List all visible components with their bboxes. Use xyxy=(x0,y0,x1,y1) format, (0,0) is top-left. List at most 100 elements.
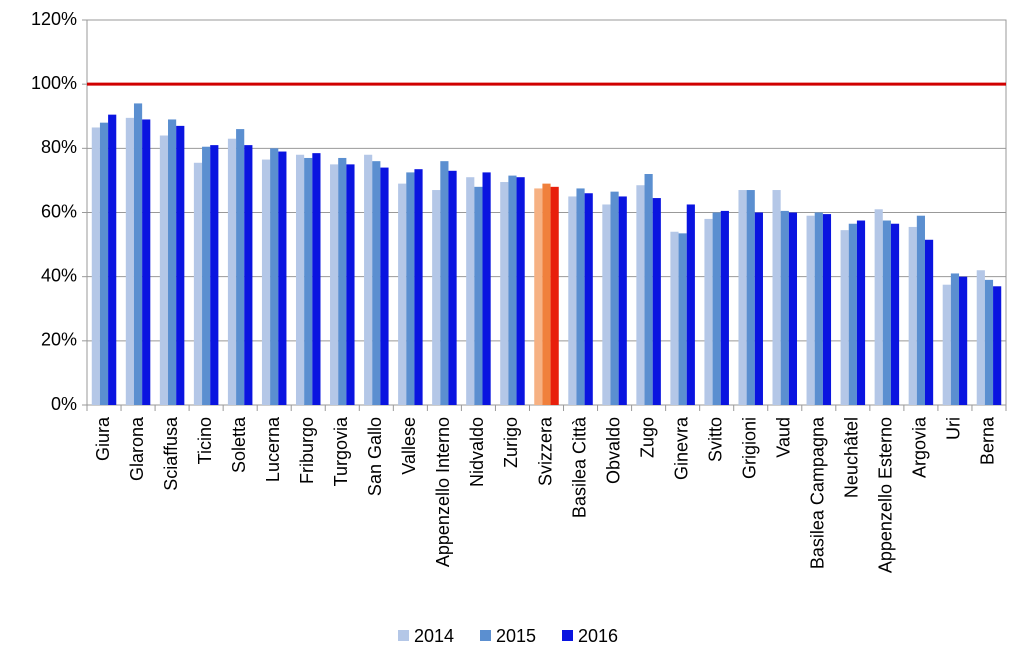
bar xyxy=(414,169,423,405)
bar xyxy=(244,145,253,405)
bar xyxy=(984,279,994,405)
x-tick-label: Soletta xyxy=(229,416,249,473)
bar xyxy=(959,276,968,405)
y-tick-label: 20% xyxy=(41,330,77,350)
bar xyxy=(822,214,832,405)
x-tick-label: Basilea Città xyxy=(569,416,589,518)
x-tick-label: Sciaffusa xyxy=(161,416,181,491)
bar xyxy=(704,218,713,405)
legend-swatch xyxy=(480,630,491,641)
bar xyxy=(125,117,134,406)
bar xyxy=(176,125,185,405)
bar xyxy=(159,135,169,405)
x-tick-label: Vallese xyxy=(399,417,419,475)
bar xyxy=(754,212,763,405)
bar xyxy=(210,145,219,405)
bar xyxy=(848,223,857,405)
bar xyxy=(712,212,721,405)
bar xyxy=(806,215,815,405)
bar xyxy=(193,162,203,405)
y-tick-label: 40% xyxy=(41,265,77,285)
bar xyxy=(380,167,389,405)
legend-label: 2014 xyxy=(414,626,454,646)
bar xyxy=(364,154,373,405)
bar xyxy=(746,190,755,405)
y-tick-label: 80% xyxy=(41,137,77,157)
bar xyxy=(304,157,313,405)
x-tick-label: Grigioni xyxy=(739,417,759,479)
bar xyxy=(856,220,866,405)
bar xyxy=(618,196,627,405)
x-tick-label: Ginevra xyxy=(671,416,691,480)
bar xyxy=(993,286,1002,405)
x-tick-label: Glarona xyxy=(127,416,147,481)
x-tick-label: Lucerna xyxy=(263,416,283,482)
bar xyxy=(636,185,645,405)
legend-label: 2015 xyxy=(496,626,536,646)
x-tick-label: Zurigo xyxy=(501,417,521,468)
bar xyxy=(720,210,729,405)
x-tick-label: Ticino xyxy=(195,417,215,464)
bar xyxy=(312,153,321,405)
bar xyxy=(644,174,653,405)
bar xyxy=(738,190,747,405)
legend-swatch xyxy=(398,630,409,641)
bar xyxy=(916,215,925,405)
bar xyxy=(202,146,211,405)
bar xyxy=(780,210,789,405)
bar xyxy=(338,157,347,405)
x-tick-label: Nidvaldo xyxy=(467,417,487,487)
x-tick-label: Giura xyxy=(93,416,113,461)
y-tick-label: 100% xyxy=(31,73,77,93)
x-tick-label: Vaud xyxy=(774,417,794,458)
bar xyxy=(278,151,287,405)
bar xyxy=(814,212,823,405)
x-tick-label: Argovia xyxy=(910,416,930,478)
bar xyxy=(432,190,441,405)
bar xyxy=(346,164,355,405)
x-tick-label: Zugo xyxy=(637,417,657,458)
bar xyxy=(874,209,883,405)
bar xyxy=(330,164,339,405)
bar xyxy=(466,177,475,405)
bar xyxy=(500,182,509,405)
x-tick-label: Uri xyxy=(944,417,964,440)
bar xyxy=(482,172,491,405)
x-tick-label: Basilea Campagna xyxy=(808,416,828,569)
bar xyxy=(448,170,457,405)
x-tick-label: Svitto xyxy=(705,417,725,462)
bar xyxy=(550,186,559,405)
bar xyxy=(602,204,611,405)
y-tick-label: 120% xyxy=(31,9,77,29)
x-tick-label: Appenzello Interno xyxy=(433,417,453,567)
bar xyxy=(950,273,960,405)
bar xyxy=(542,183,551,405)
bar xyxy=(976,270,985,405)
bar xyxy=(516,177,525,405)
y-tick-label: 60% xyxy=(41,201,77,221)
bar xyxy=(236,129,245,406)
bar xyxy=(534,188,543,405)
bar xyxy=(568,196,577,405)
bar xyxy=(142,119,151,405)
bar xyxy=(908,226,917,405)
x-tick-label: Appenzello Esterno xyxy=(876,417,896,573)
y-tick-label: 0% xyxy=(51,394,77,414)
x-tick-label: Friburgo xyxy=(297,417,317,484)
bar xyxy=(670,231,679,405)
bar xyxy=(840,230,849,405)
bar xyxy=(406,172,415,405)
bar xyxy=(610,191,619,405)
x-tick-label: Obvaldo xyxy=(603,417,623,484)
bar xyxy=(652,198,661,405)
bar xyxy=(678,233,687,405)
bar xyxy=(398,183,407,405)
bar xyxy=(942,284,951,405)
x-tick-label: Turgovia xyxy=(331,416,351,486)
bar xyxy=(788,212,798,405)
bar xyxy=(99,122,109,406)
x-tick-label: San Gallo xyxy=(365,417,385,496)
bar xyxy=(686,204,695,405)
bar xyxy=(576,188,585,405)
